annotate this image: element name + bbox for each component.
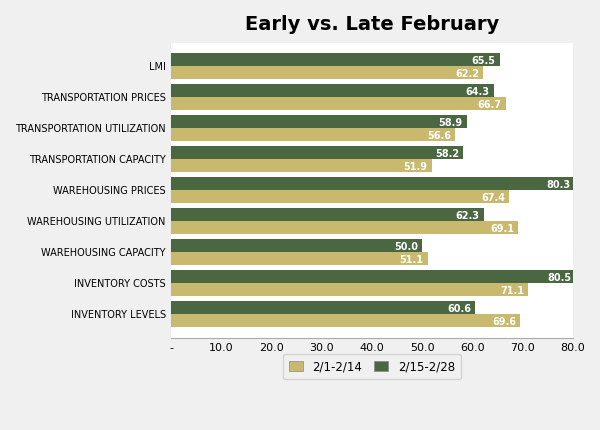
- Bar: [171, 147, 463, 160]
- Text: 66.7: 66.7: [478, 99, 502, 110]
- Text: 60.6: 60.6: [447, 303, 471, 313]
- Bar: [171, 191, 509, 204]
- Text: 62.2: 62.2: [455, 68, 479, 79]
- Bar: [171, 98, 506, 111]
- Legend: 2/1-2/14, 2/15-2/28: 2/1-2/14, 2/15-2/28: [283, 354, 461, 379]
- Bar: [171, 209, 484, 222]
- Text: 80.5: 80.5: [547, 272, 571, 282]
- Text: 51.1: 51.1: [400, 254, 424, 264]
- Bar: [171, 54, 500, 67]
- Text: 56.6: 56.6: [427, 130, 451, 141]
- Bar: [171, 270, 575, 284]
- Text: 67.4: 67.4: [481, 192, 505, 202]
- Bar: [171, 129, 455, 142]
- Bar: [171, 253, 428, 266]
- Bar: [171, 284, 528, 297]
- Bar: [171, 85, 494, 98]
- Bar: [171, 301, 475, 315]
- Text: 64.3: 64.3: [466, 86, 490, 96]
- Bar: [171, 240, 422, 253]
- Text: 58.9: 58.9: [439, 117, 463, 127]
- Bar: [171, 116, 467, 129]
- Text: 62.3: 62.3: [456, 210, 480, 220]
- Text: 69.6: 69.6: [493, 316, 517, 326]
- Title: Early vs. Late February: Early vs. Late February: [245, 15, 499, 34]
- Bar: [171, 160, 431, 173]
- Bar: [171, 67, 484, 80]
- Text: 80.3: 80.3: [546, 179, 570, 189]
- Text: 71.1: 71.1: [500, 285, 524, 295]
- Text: 69.1: 69.1: [490, 223, 514, 233]
- Text: 65.5: 65.5: [472, 55, 496, 65]
- Text: 58.2: 58.2: [435, 148, 459, 158]
- Text: 51.9: 51.9: [404, 161, 428, 171]
- Text: 50.0: 50.0: [394, 241, 418, 251]
- Bar: [171, 178, 574, 191]
- Bar: [171, 222, 518, 235]
- Bar: [171, 315, 520, 328]
